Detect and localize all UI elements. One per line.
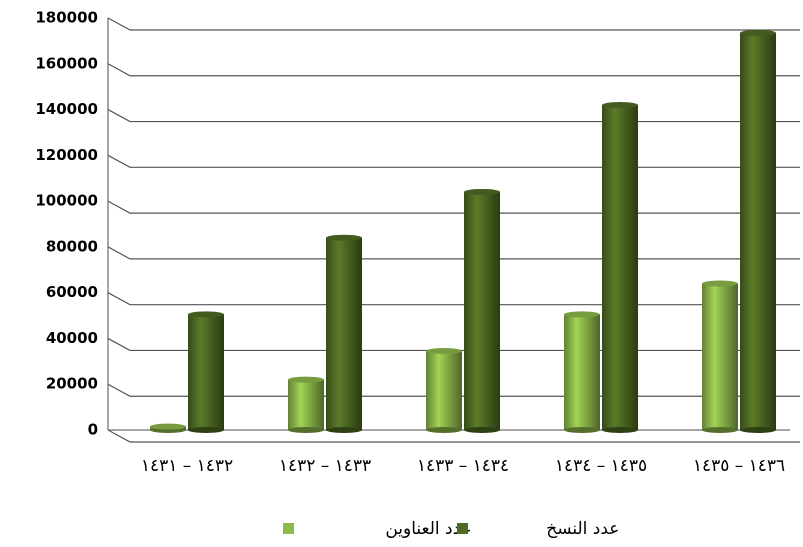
x-tick-label: ١٤٣٦ – ١٤٣٥ xyxy=(693,456,785,476)
y-tick-label: 60000 xyxy=(46,283,98,301)
y-tick-label: 120000 xyxy=(35,146,98,164)
y-tick-label: 160000 xyxy=(35,54,98,72)
bar xyxy=(702,280,738,433)
y-tick-label: 0 xyxy=(88,421,98,439)
x-tick-label: ١٤٣٥ – ١٤٣٤ xyxy=(555,456,647,476)
x-tick-label: ١٤٣٣ – ١٤٣٢ xyxy=(279,456,371,476)
grid-line xyxy=(107,200,800,214)
bar xyxy=(602,101,638,433)
bar xyxy=(464,188,500,433)
bar xyxy=(150,423,186,433)
bar xyxy=(426,348,462,433)
bar xyxy=(326,234,362,433)
grid-line xyxy=(107,63,800,77)
legend-swatch xyxy=(457,523,468,534)
grid-line xyxy=(107,246,800,260)
grid-line xyxy=(107,292,800,306)
bar xyxy=(564,311,600,433)
x-tick-label: ١٤٣٢ – ١٤٣١ xyxy=(141,456,233,476)
grid-line xyxy=(107,109,800,123)
legend-label: عدد النسخ xyxy=(546,519,619,539)
y-tick-label: 80000 xyxy=(46,237,98,255)
bar xyxy=(740,29,776,433)
bar xyxy=(288,376,324,433)
grid-line xyxy=(107,429,800,443)
legend-label: عدد العناوين xyxy=(385,519,471,539)
grid-line xyxy=(107,17,800,31)
y-tick-label: 40000 xyxy=(46,329,98,347)
bar xyxy=(188,311,224,433)
y-tick-label: 20000 xyxy=(46,375,98,393)
y-tick-label: 100000 xyxy=(35,192,98,210)
y-tick-label: 180000 xyxy=(35,9,98,27)
grid-line xyxy=(107,154,800,168)
legend-swatch xyxy=(283,523,294,534)
x-tick-label: ١٤٣٤ – ١٤٣٣ xyxy=(417,456,509,476)
y-tick-label: 140000 xyxy=(35,100,98,118)
